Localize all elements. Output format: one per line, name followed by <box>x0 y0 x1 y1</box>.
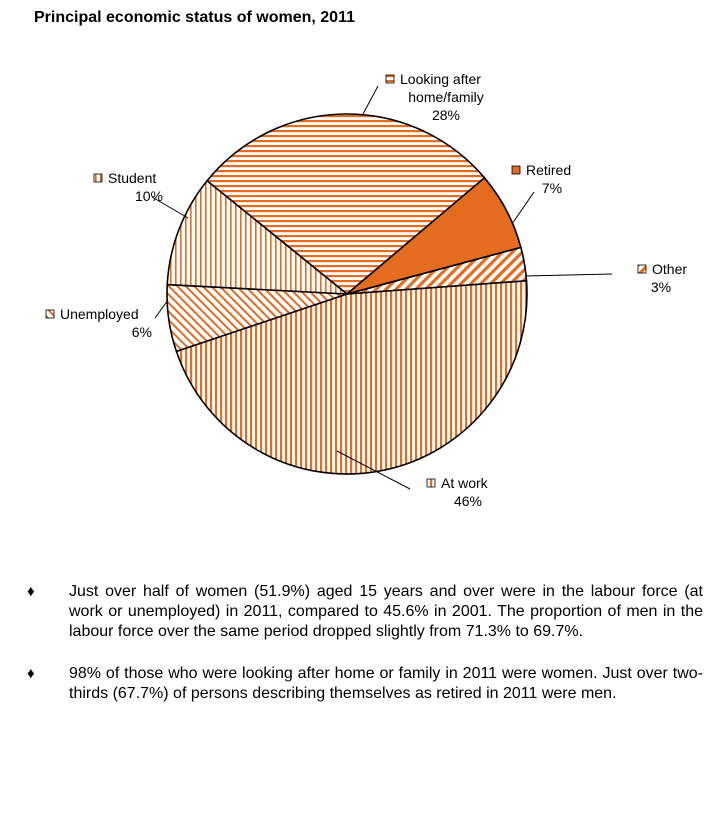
notes-list: ♦ Just over half of women (51.9%) aged 1… <box>27 582 703 726</box>
slice-label: Unemployed 6% <box>60 306 152 340</box>
legend-marker-icon <box>385 74 395 84</box>
slice-name: Other <box>652 261 687 277</box>
slice-name: At work <box>441 475 489 491</box>
leader-line <box>362 85 379 115</box>
chart-title: Principal economic status of women, 2011 <box>34 9 355 26</box>
legend-marker-icon <box>45 309 55 319</box>
legend-marker-icon <box>93 173 103 183</box>
slice-name: Student <box>108 170 156 186</box>
leader-line <box>524 273 613 277</box>
slice-percent: 28% <box>432 107 460 123</box>
pie-slice-student <box>166 179 350 295</box>
note-text: Just over half of women (51.9%) aged 15 … <box>69 583 703 640</box>
slice-name: Retired <box>526 162 571 178</box>
legend-marker-icon <box>511 165 521 175</box>
pie-slice-at-work <box>175 279 528 475</box>
note-item: ♦ Just over half of women (51.9%) aged 1… <box>27 582 703 642</box>
leader-line <box>151 196 189 219</box>
slice-label: Looking after home/family 28% <box>400 71 484 123</box>
note-text: 98% of those who were looking after home… <box>69 665 703 702</box>
legend-marker-icon <box>637 264 647 274</box>
slice-name: home/family <box>408 89 483 105</box>
slice-label: Retired 7% <box>526 162 571 196</box>
pie-slice-looking-after-home-family <box>205 113 486 296</box>
slice-percent: 46% <box>454 493 482 509</box>
leader-line <box>154 299 169 319</box>
note-item: ♦ 98% of those who were looking after ho… <box>27 664 703 704</box>
slice-label: Student 10% <box>108 170 163 204</box>
slice-name: Looking after <box>400 71 481 87</box>
slice-percent: 3% <box>651 279 671 295</box>
leader-line <box>511 191 535 225</box>
diamond-bullet-icon: ♦ <box>27 583 35 600</box>
slice-percent: 10% <box>135 188 163 204</box>
slice-name: Unemployed <box>60 306 139 322</box>
slice-label: At work 46% <box>441 475 489 509</box>
legend-marker-icon <box>426 478 436 488</box>
slice-percent: 7% <box>542 180 562 196</box>
pie-chart: Other 3% At work 46% Unemployed 6% Student 10% L… <box>45 71 687 509</box>
pie-slice-retired <box>346 176 522 295</box>
diamond-bullet-icon: ♦ <box>27 665 35 682</box>
slice-percent: 6% <box>132 324 152 340</box>
slice-label: Other 3% <box>651 261 687 295</box>
leader-line <box>336 450 411 490</box>
